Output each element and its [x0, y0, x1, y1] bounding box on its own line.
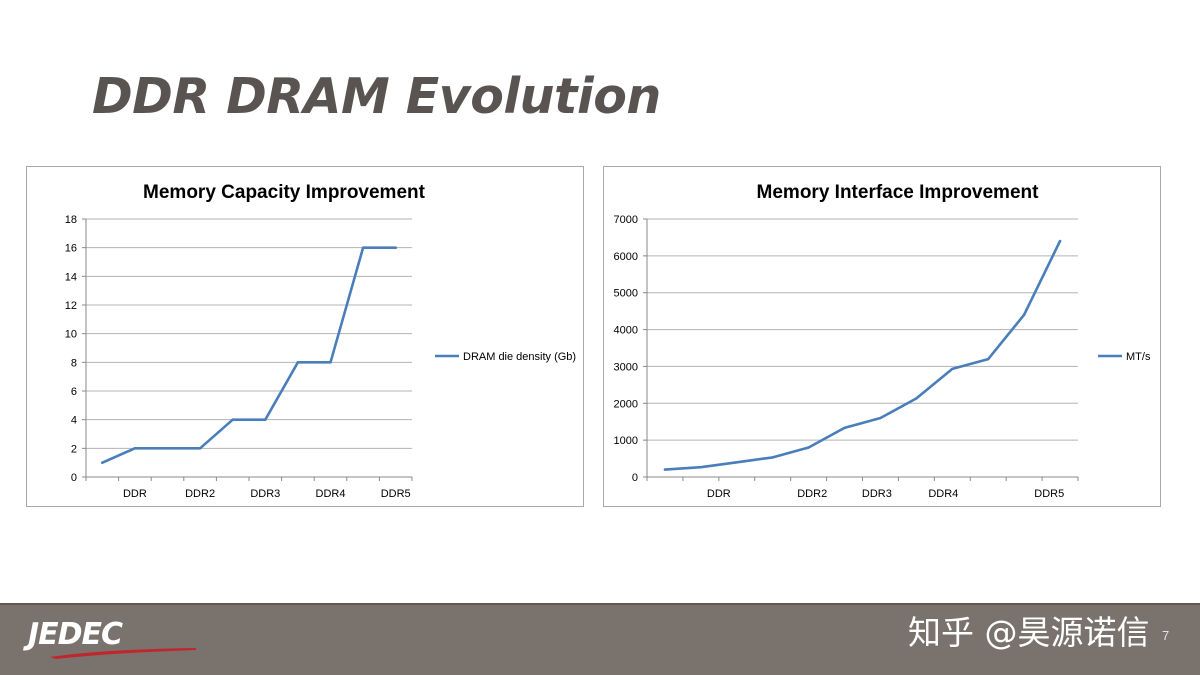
interface-chart: Memory Interface Improvement 0 1000 2000 300… — [603, 166, 1161, 507]
data-point — [1022, 313, 1026, 317]
y-tick-label: 0 — [71, 472, 77, 484]
data-point — [735, 461, 738, 464]
legend-label: MT/s — [1126, 351, 1151, 363]
y-tick-label: 4 — [71, 415, 77, 427]
y-tick-label: 7000 — [614, 214, 638, 226]
data-point — [231, 418, 234, 421]
capacity-chart: Memory Capacity Improvement 0 2 4 6 8 10 12 14 16… — [26, 166, 584, 507]
y-tick-label: 12 — [65, 300, 77, 312]
y-tick-label: 4000 — [614, 325, 638, 337]
data-point — [807, 446, 810, 449]
data-point — [198, 447, 202, 450]
y-tick-label: 16 — [65, 243, 77, 255]
data-point — [951, 367, 954, 371]
data-point — [166, 447, 169, 450]
data-point — [843, 426, 846, 430]
data-point — [663, 468, 667, 471]
data-point — [329, 361, 332, 364]
data-point — [394, 246, 397, 249]
y-tick-label: 5000 — [614, 288, 638, 300]
x-tick-label: DDR3 — [250, 488, 280, 500]
x-tick-label: DDR2 — [797, 488, 827, 500]
footer-bar — [0, 603, 1200, 675]
x-tick-label: DDR5 — [1034, 488, 1064, 500]
series-line — [663, 239, 1062, 471]
data-point — [879, 416, 882, 420]
data-point — [915, 397, 918, 400]
y-tick-label: 14 — [65, 271, 77, 283]
x-tick-label: DDR4 — [316, 488, 346, 500]
y-tick-label: 1000 — [614, 435, 638, 447]
y-tick-label: 10 — [65, 329, 77, 341]
chart-title: Memory Capacity Improvement — [143, 182, 426, 203]
data-point — [101, 461, 104, 464]
data-point — [296, 361, 300, 364]
x-tick-label: DDR3 — [862, 488, 892, 500]
jedec-logo: JEDEC — [28, 617, 196, 661]
y-tick-label: 3000 — [614, 361, 638, 373]
data-point — [1058, 239, 1062, 243]
x-tick-label: DDR5 — [381, 488, 411, 500]
y-tick-label: 2 — [71, 443, 77, 455]
y-tick-label: 6 — [71, 386, 77, 398]
y-tick-label: 18 — [65, 214, 77, 226]
x-tick-label: DDR4 — [928, 488, 958, 500]
slide-title: DDR DRAM Evolution — [92, 68, 661, 125]
chart-title: Memory Interface Improvement — [757, 182, 1040, 203]
series-line — [101, 246, 398, 465]
data-point — [133, 447, 137, 450]
data-point — [264, 418, 267, 421]
data-point — [987, 357, 990, 361]
y-tick-label: 0 — [632, 472, 638, 484]
legend-label: DRAM die density (Gb) — [463, 351, 576, 363]
x-tick-label: DDR — [123, 488, 147, 500]
data-point — [699, 465, 703, 469]
y-tick-label: 2000 — [614, 398, 638, 410]
y-tick-label: 8 — [71, 357, 77, 369]
page-number: 7 — [1162, 628, 1170, 643]
interface-chart-svg: Memory Interface Improvement 0 1000 2000 300… — [614, 182, 1151, 500]
logo-swoosh-icon — [50, 648, 196, 659]
jedec-logo-text: JEDEC — [28, 617, 123, 652]
watermark-text: 知乎 @昊源诺信 — [908, 613, 1150, 652]
y-tick-label: 6000 — [614, 251, 638, 263]
footer-divider — [0, 603, 1200, 605]
capacity-chart-svg: Memory Capacity Improvement 0 2 4 6 8 10 12 14 16… — [65, 182, 576, 500]
data-point — [361, 246, 365, 249]
x-tick-label: DDR — [707, 488, 731, 500]
data-point — [771, 456, 774, 459]
x-tick-label: DDR2 — [185, 488, 215, 500]
